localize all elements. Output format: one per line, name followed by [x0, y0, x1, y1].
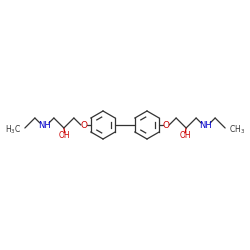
Text: H$_3$C: H$_3$C: [4, 124, 21, 136]
Text: OH: OH: [59, 132, 71, 140]
Text: OH: OH: [179, 132, 191, 140]
Text: O: O: [162, 120, 170, 130]
Text: NH: NH: [38, 122, 51, 130]
Text: CH$_3$: CH$_3$: [229, 124, 245, 136]
Text: NH: NH: [199, 122, 211, 130]
Text: O: O: [80, 120, 87, 130]
